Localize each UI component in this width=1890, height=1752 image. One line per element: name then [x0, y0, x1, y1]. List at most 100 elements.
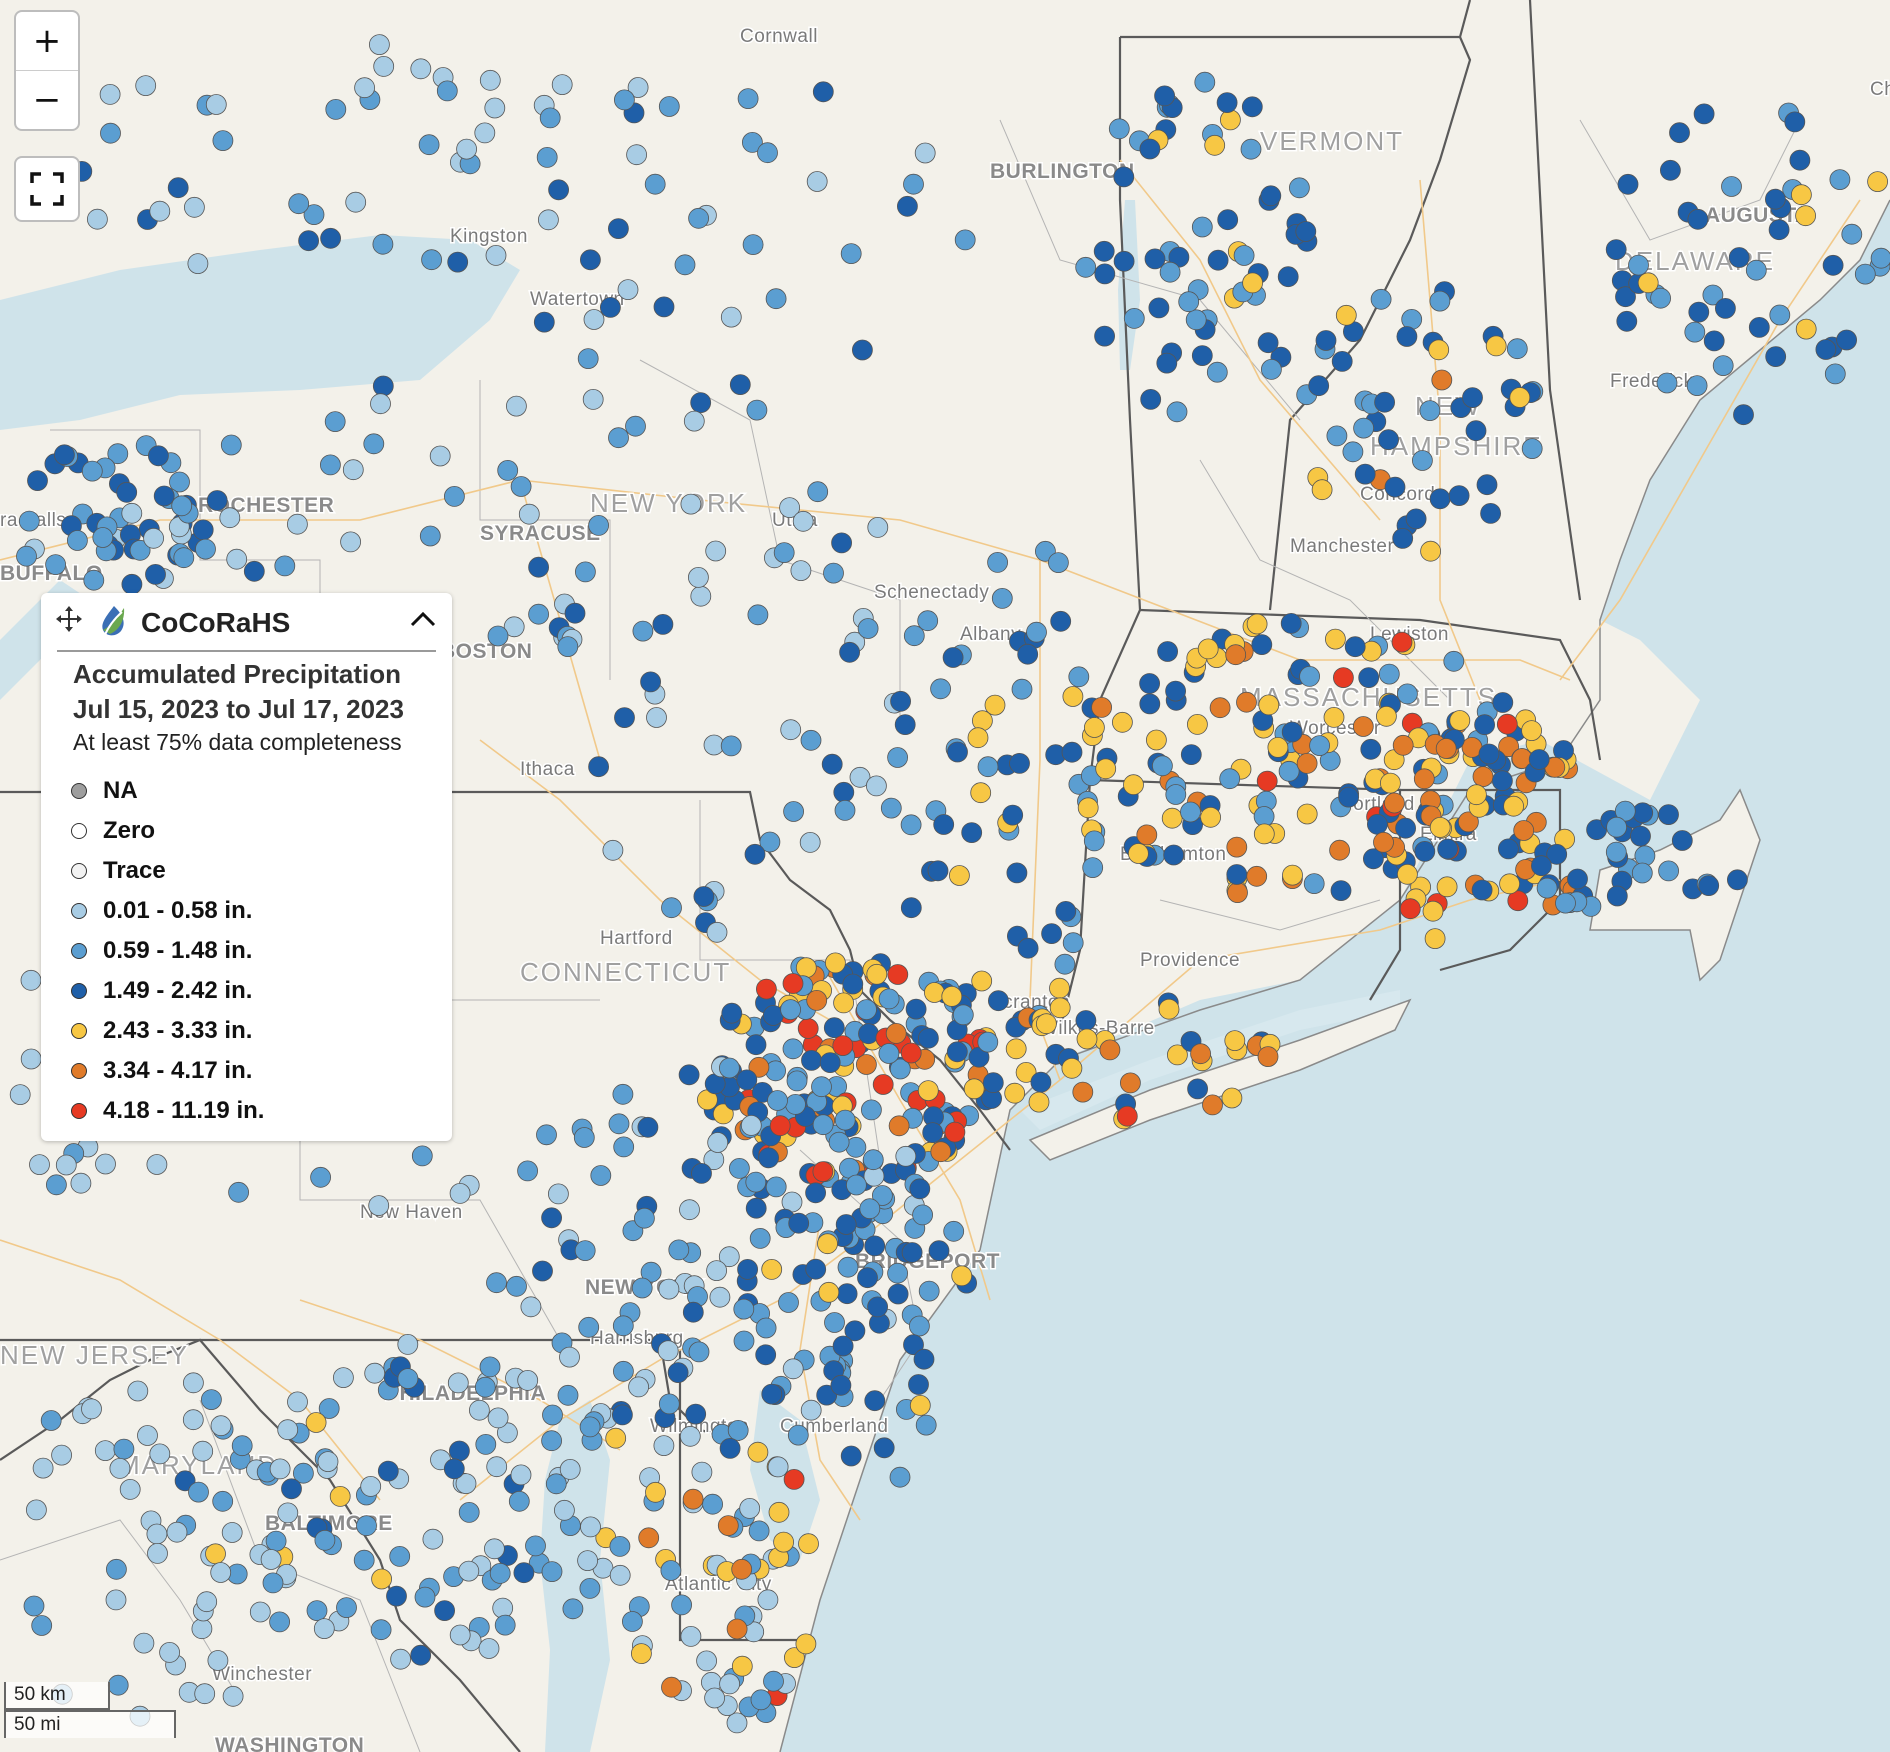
station-marker[interactable]: [397, 1368, 419, 1389]
station-marker[interactable]: [528, 603, 549, 625]
station-marker[interactable]: [748, 1056, 770, 1078]
station-marker[interactable]: [927, 860, 949, 882]
station-marker[interactable]: [812, 81, 834, 103]
station-marker[interactable]: [536, 1124, 557, 1146]
station-marker[interactable]: [83, 569, 105, 591]
station-marker[interactable]: [16, 545, 37, 567]
station-marker[interactable]: [646, 707, 667, 728]
station-marker[interactable]: [832, 1035, 854, 1056]
station-marker[interactable]: [828, 1131, 850, 1153]
station-marker[interactable]: [345, 191, 367, 213]
station-marker[interactable]: [859, 1198, 881, 1220]
station-marker[interactable]: [720, 735, 742, 757]
station-marker[interactable]: [612, 1083, 634, 1105]
station-marker[interactable]: [55, 1154, 77, 1176]
station-marker[interactable]: [1531, 855, 1552, 877]
station-marker[interactable]: [1094, 325, 1115, 347]
station-marker[interactable]: [373, 56, 395, 77]
station-marker[interactable]: [1795, 318, 1817, 340]
station-marker[interactable]: [817, 1233, 838, 1255]
station-marker[interactable]: [746, 399, 768, 421]
station-marker[interactable]: [167, 177, 189, 199]
station-marker[interactable]: [484, 97, 506, 119]
station-marker[interactable]: [1841, 223, 1863, 245]
station-marker[interactable]: [371, 1568, 393, 1590]
station-marker[interactable]: [970, 782, 992, 804]
station-marker[interactable]: [588, 756, 609, 778]
station-marker[interactable]: [363, 433, 385, 455]
station-marker[interactable]: [849, 766, 871, 788]
station-marker[interactable]: [706, 1260, 727, 1281]
station-marker[interactable]: [1465, 420, 1487, 442]
station-marker[interactable]: [1474, 714, 1495, 736]
station-marker[interactable]: [447, 1372, 469, 1394]
station-marker[interactable]: [1462, 387, 1483, 409]
station-marker[interactable]: [1631, 862, 1653, 884]
station-marker[interactable]: [977, 1031, 999, 1053]
station-marker[interactable]: [192, 1440, 214, 1462]
station-marker[interactable]: [51, 1444, 72, 1466]
station-marker[interactable]: [1326, 425, 1348, 447]
station-marker[interactable]: [1299, 666, 1320, 687]
station-marker[interactable]: [952, 1004, 974, 1026]
station-marker[interactable]: [1099, 1039, 1121, 1061]
station-marker[interactable]: [1303, 873, 1325, 894]
station-marker[interactable]: [1062, 932, 1084, 954]
station-marker[interactable]: [510, 476, 532, 497]
station-marker[interactable]: [833, 781, 855, 803]
station-marker[interactable]: [690, 392, 712, 414]
station-marker[interactable]: [900, 1042, 922, 1064]
station-marker[interactable]: [1370, 288, 1392, 310]
station-marker[interactable]: [520, 1296, 542, 1318]
station-marker[interactable]: [1236, 691, 1257, 713]
station-marker[interactable]: [1165, 680, 1186, 702]
station-marker[interactable]: [1344, 636, 1366, 658]
station-marker[interactable]: [1429, 290, 1451, 312]
station-marker[interactable]: [1191, 345, 1213, 367]
station-marker[interactable]: [653, 1435, 675, 1456]
station-marker[interactable]: [726, 1618, 748, 1640]
station-marker[interactable]: [1420, 540, 1441, 562]
station-marker[interactable]: [729, 1158, 750, 1179]
station-marker[interactable]: [456, 138, 478, 160]
station-marker[interactable]: [634, 1207, 655, 1229]
station-marker[interactable]: [613, 1136, 635, 1158]
station-marker[interactable]: [1309, 735, 1330, 756]
station-marker[interactable]: [737, 1259, 758, 1280]
station-marker[interactable]: [310, 1166, 332, 1188]
station-marker[interactable]: [614, 89, 635, 111]
station-marker[interactable]: [1632, 802, 1654, 824]
station-marker[interactable]: [1686, 375, 1708, 397]
station-marker[interactable]: [719, 1673, 740, 1695]
station-marker[interactable]: [336, 1597, 357, 1618]
station-marker[interactable]: [1338, 786, 1359, 808]
station-marker[interactable]: [1824, 363, 1846, 385]
station-marker[interactable]: [191, 1618, 213, 1640]
station-marker[interactable]: [1091, 697, 1112, 718]
station-marker[interactable]: [320, 227, 342, 249]
station-marker[interactable]: [1227, 882, 1248, 903]
station-marker[interactable]: [1628, 254, 1649, 276]
station-marker[interactable]: [971, 970, 993, 992]
station-marker[interactable]: [844, 1320, 866, 1342]
station-marker[interactable]: [1795, 205, 1816, 227]
station-marker[interactable]: [782, 1358, 804, 1380]
station-marker[interactable]: [174, 1470, 196, 1492]
station-marker[interactable]: [858, 1023, 879, 1045]
station-marker[interactable]: [474, 1376, 496, 1398]
station-marker[interactable]: [1112, 711, 1133, 733]
station-marker[interactable]: [1041, 923, 1062, 944]
chevron-up-icon[interactable]: [408, 605, 438, 635]
station-marker[interactable]: [474, 122, 496, 144]
station-marker[interactable]: [769, 1115, 791, 1137]
station-marker[interactable]: [1721, 176, 1742, 197]
station-marker[interactable]: [67, 530, 88, 551]
station-marker[interactable]: [517, 1370, 539, 1391]
station-marker[interactable]: [761, 1259, 783, 1280]
station-marker[interactable]: [1414, 841, 1436, 862]
station-marker[interactable]: [801, 1050, 822, 1071]
station-marker[interactable]: [834, 1109, 856, 1131]
station-marker[interactable]: [1072, 1081, 1094, 1103]
station-marker[interactable]: [1378, 429, 1399, 451]
station-marker[interactable]: [287, 1391, 308, 1413]
